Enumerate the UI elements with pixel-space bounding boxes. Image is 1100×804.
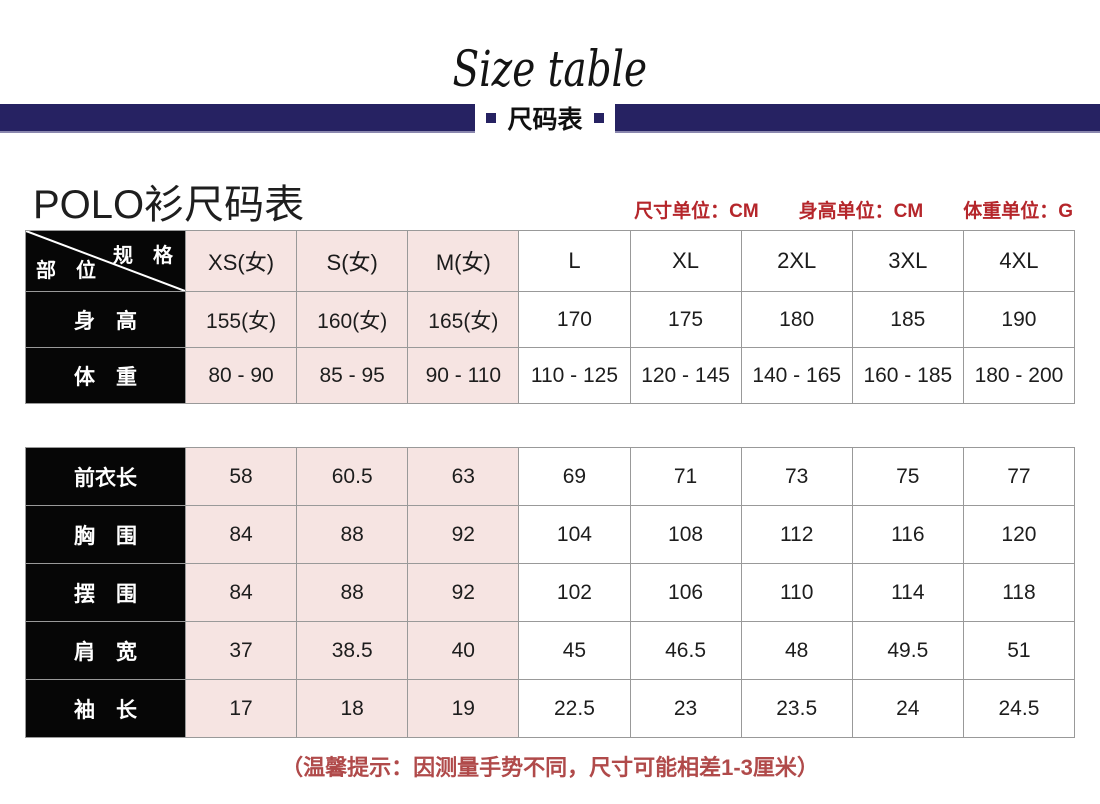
table-cell: 92 [407, 505, 520, 564]
table-cell: 118 [962, 563, 1076, 622]
table-row: 前衣长 58 60.5 63 69 71 73 75 77 [25, 447, 1076, 506]
row-label: 胸 围 [25, 505, 186, 564]
table-cell: 110 [740, 563, 853, 622]
unit-note-height: 身高单位：CM [798, 201, 924, 222]
table-cell: 104 [518, 505, 631, 564]
table-row: 袖 长 17 18 19 22.5 23 23.5 24 24.5 [25, 679, 1076, 738]
table-cell: 45 [518, 621, 631, 680]
table-cell: 22.5 [518, 679, 631, 738]
table-row: 体 重 80 - 90 85 - 95 90 - 110 110 - 125 1… [25, 347, 1076, 404]
row-label: 前衣长 [25, 447, 186, 506]
table-cell: 38.5 [296, 621, 409, 680]
table-cell: 85 - 95 [296, 347, 409, 404]
table-cell: 24 [851, 679, 964, 738]
table-cell: 108 [629, 505, 742, 564]
column-header: XL [629, 230, 742, 292]
table-cell: 112 [740, 505, 853, 564]
table-cell: 185 [851, 291, 964, 348]
table-cell: 90 - 110 [407, 347, 520, 404]
row-label: 身 高 [25, 291, 186, 348]
unit-note-size: 尺寸单位：CM [634, 201, 759, 222]
corner-part-label: 部 位 [36, 260, 96, 282]
table-cell: 84 [184, 563, 298, 622]
table-cell: 37 [184, 621, 298, 680]
row-label: 体 重 [25, 347, 186, 404]
table-cell: 46.5 [629, 621, 742, 680]
banner-label: 尺码表 [507, 106, 583, 134]
table-cell: 120 - 145 [629, 347, 742, 404]
table-cell: 60.5 [296, 447, 409, 506]
table-cell: 49.5 [851, 621, 964, 680]
table-cell: 92 [407, 563, 520, 622]
table-cell: 73 [740, 447, 853, 506]
square-bullet-icon [486, 113, 497, 123]
table-cell: 170 [518, 291, 631, 348]
table-cell: 71 [629, 447, 742, 506]
column-header: S(女) [296, 230, 409, 292]
table-cell: 88 [296, 563, 409, 622]
table-cell: 48 [740, 621, 853, 680]
corner-spec-label: 规 格 [113, 245, 173, 267]
table-cell: 17 [184, 679, 298, 738]
table-cell: 114 [851, 563, 964, 622]
table-cell: 23.5 [740, 679, 853, 738]
table-cell: 106 [629, 563, 742, 622]
footnote: （温馨提示：因测量手势不同，尺寸可能相差1-3厘米） [281, 755, 819, 780]
table-row: 身 高 155(女) 160(女) 165(女) 170 175 180 185… [25, 291, 1076, 348]
table-row: 摆 围 84 88 92 102 106 110 114 118 [25, 563, 1076, 622]
column-header: XS(女) [184, 230, 298, 292]
unit-note-weight: 体重单位：G [963, 201, 1073, 222]
table-cell: 175 [629, 291, 742, 348]
table-row: 肩 宽 37 38.5 40 45 46.5 48 49.5 51 [25, 621, 1076, 680]
table-cell: 190 [962, 291, 1076, 348]
table-cell: 155(女) [184, 291, 298, 348]
table-cell: 116 [851, 505, 964, 564]
table-cell: 18 [296, 679, 409, 738]
table-cell: 19 [407, 679, 520, 738]
page-title-en-text: Size table [452, 40, 648, 98]
table-cell: 75 [851, 447, 964, 506]
table-cell: 23 [629, 679, 742, 738]
table-cell: 40 [407, 621, 520, 680]
row-label: 肩 宽 [25, 621, 186, 680]
table-cell: 84 [184, 505, 298, 564]
table-cell: 110 - 125 [518, 347, 631, 404]
table-cell: 160 - 185 [851, 347, 964, 404]
page-title-en: Size table [0, 40, 1100, 98]
size-table: 规 格 部 位 XS(女) S(女) M(女) L XL 2XL 3XL 4XL… [25, 230, 1076, 404]
table-cell: 77 [962, 447, 1076, 506]
row-label: 袖 长 [25, 679, 186, 738]
unit-notes: 尺寸单位：CM 身高单位：CM 体重单位：G [634, 196, 1073, 223]
table-cell: 51 [962, 621, 1076, 680]
column-header: 2XL [740, 230, 853, 292]
section-heading: POLO衫尺码表 [33, 183, 305, 227]
table-cell: 24.5 [962, 679, 1076, 738]
square-bullet-icon [593, 113, 604, 123]
table-cell: 160(女) [296, 291, 409, 348]
column-header: 4XL [962, 230, 1076, 292]
banner-center-box: 尺码表 [475, 97, 615, 139]
table-cell: 102 [518, 563, 631, 622]
table-cell: 88 [296, 505, 409, 564]
table-cell: 80 - 90 [184, 347, 298, 404]
corner-header-cell: 规 格 部 位 [25, 230, 186, 292]
table-row: 胸 围 84 88 92 104 108 112 116 120 [25, 505, 1076, 564]
column-header: L [518, 230, 631, 292]
table-cell: 58 [184, 447, 298, 506]
table-cell: 63 [407, 447, 520, 506]
table-cell: 69 [518, 447, 631, 506]
size-table-header-row: 规 格 部 位 XS(女) S(女) M(女) L XL 2XL 3XL 4XL [25, 230, 1076, 292]
table-cell: 120 [962, 505, 1076, 564]
table-cell: 140 - 165 [740, 347, 853, 404]
table-cell: 165(女) [407, 291, 520, 348]
row-label: 摆 围 [25, 563, 186, 622]
table-cell: 180 - 200 [962, 347, 1076, 404]
measure-table: 前衣长 58 60.5 63 69 71 73 75 77 胸 围 84 88 … [25, 447, 1076, 738]
column-header: M(女) [407, 230, 520, 292]
table-cell: 180 [740, 291, 853, 348]
column-header: 3XL [851, 230, 964, 292]
diagonal-line [26, 231, 185, 291]
